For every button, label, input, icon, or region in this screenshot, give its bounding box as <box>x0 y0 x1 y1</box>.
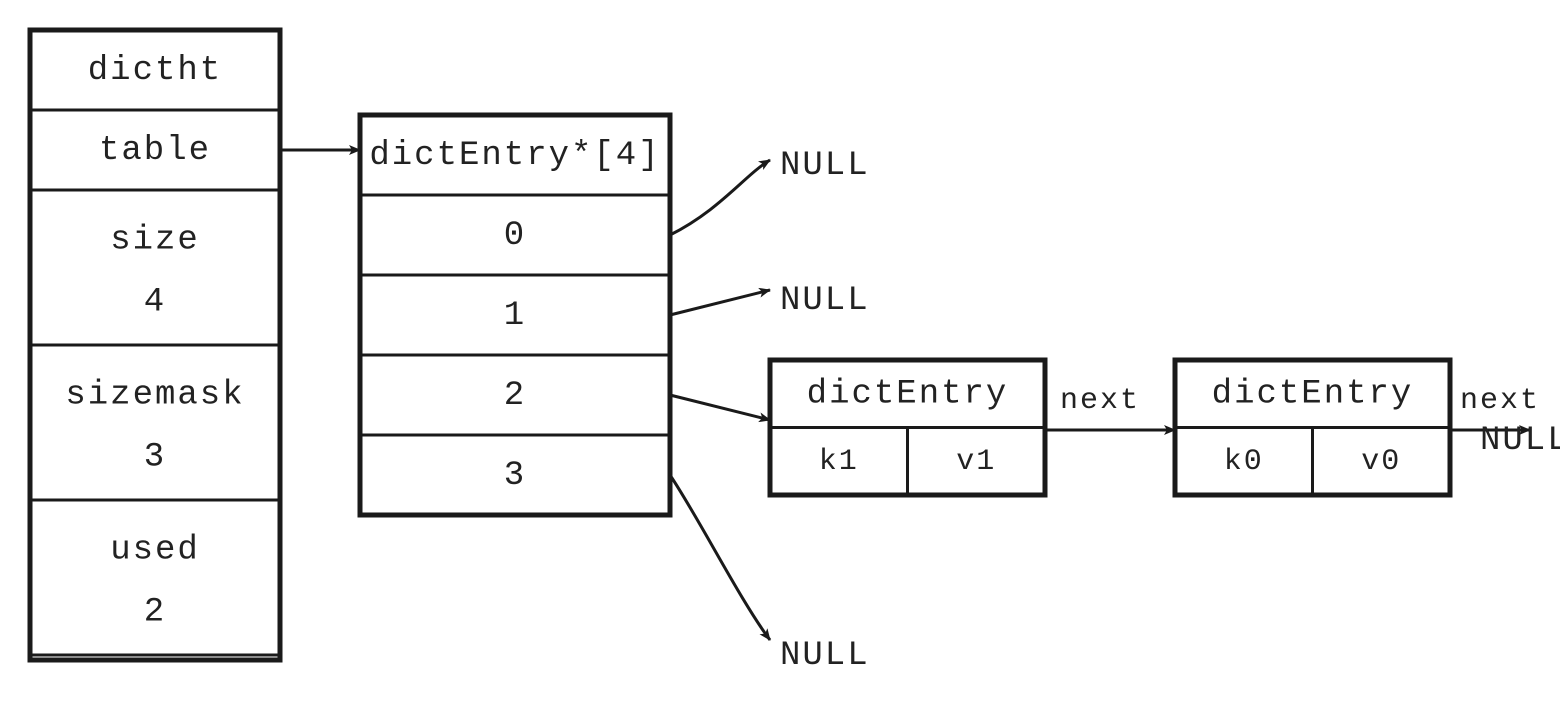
bucket-slot-1: 1 <box>504 297 526 335</box>
entry1-g-val: v1 <box>956 445 996 479</box>
entry2-g-val: v0 <box>1361 445 1401 479</box>
dictht-row-size: size <box>110 222 200 260</box>
dict-entry-1: dictEntry k1 v1 <box>770 360 1045 495</box>
entry2-g-title: dictEntry <box>1212 376 1414 414</box>
dictht-row-sizemask-value: 3 <box>144 439 166 477</box>
dict-entry-2: dictEntry k0 v0 <box>1175 360 1450 495</box>
dictht-box: dictht table size 4 sizemask 3 used 2 <box>30 30 280 660</box>
null-label-2: NULL <box>780 637 870 675</box>
next-label-1: next <box>1460 384 1540 418</box>
arrow-4 <box>670 475 770 640</box>
dictht-row-sizemask: sizemask <box>65 377 244 415</box>
entry1-g-key: k1 <box>819 445 859 479</box>
dictht-row-used-value: 2 <box>144 594 166 632</box>
bucket-slot-2: 2 <box>504 377 526 415</box>
bucket-slot-3: 3 <box>504 457 526 495</box>
null-label-0: NULL <box>780 147 870 185</box>
null-label-1: NULL <box>780 282 870 320</box>
arrow-1 <box>670 160 770 235</box>
arrow-2 <box>670 290 770 315</box>
dictht-row-used: used <box>110 532 200 570</box>
bucket-slot-0: 0 <box>504 217 526 255</box>
null-label-3: NULL <box>1480 422 1560 460</box>
bucket-array-header: dictEntry*[4] <box>369 137 660 175</box>
dictht-header: dictht <box>88 52 222 90</box>
dictht-row-table: table <box>99 132 211 170</box>
arrow-3 <box>670 395 770 420</box>
dictht-row-size-value: 4 <box>144 284 166 322</box>
entry1-g-title: dictEntry <box>807 376 1009 414</box>
next-label-0: next <box>1060 384 1140 418</box>
entry2-g-key: k0 <box>1224 445 1264 479</box>
bucket-array-box: dictEntry*[4] 0 1 2 3 <box>360 115 670 515</box>
